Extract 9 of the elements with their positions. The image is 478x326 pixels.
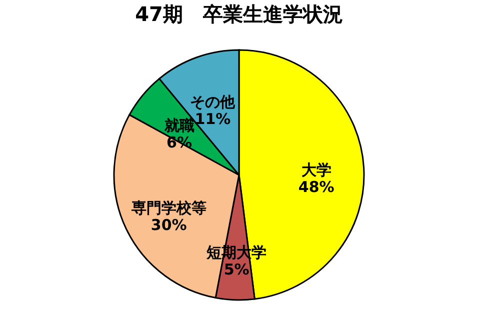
data-label: 48% xyxy=(298,178,334,196)
chart-title: 47期 卒業生進学状況 xyxy=(135,2,343,26)
data-label: 5% xyxy=(224,260,250,278)
data-label: 30% xyxy=(150,216,187,234)
slice-label: 大学 xyxy=(301,161,332,180)
data-label: 11% xyxy=(194,110,231,128)
slice-label: その他 xyxy=(190,93,236,112)
slice-label: 専門学校等 xyxy=(130,199,206,217)
slice-label: 就職 xyxy=(163,116,194,135)
